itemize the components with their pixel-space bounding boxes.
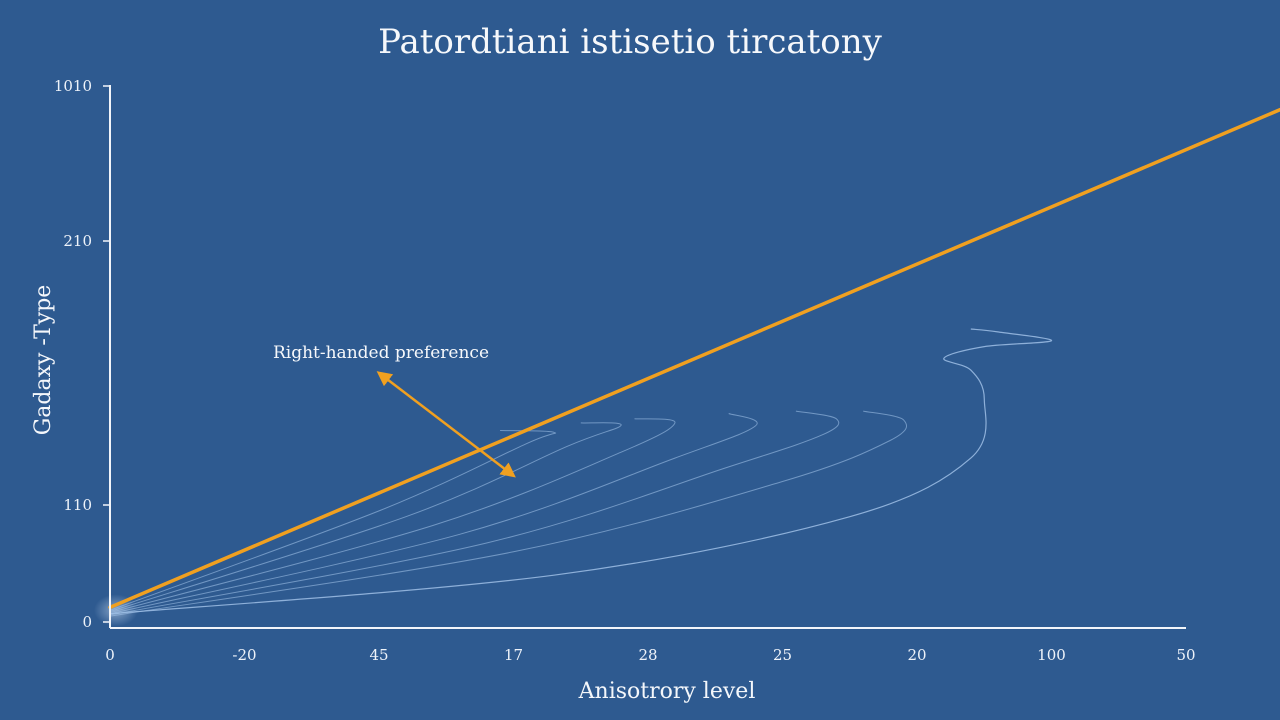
x-tick-label: 17 <box>504 646 523 664</box>
x-tick-label: 100 <box>1037 646 1066 664</box>
y-tick-label: 0 <box>82 613 92 631</box>
contour-layer <box>94 328 1053 627</box>
x-tick-label: 28 <box>638 646 657 664</box>
chart-title: Patordtiani istisetio tircatony <box>378 22 883 62</box>
annotation-arrow <box>376 371 516 478</box>
y-tick-label: 110 <box>63 496 92 514</box>
contour-line <box>109 418 676 614</box>
x-tick-label: 0 <box>105 646 115 664</box>
y-tick-label: 210 <box>63 232 92 250</box>
contour-line <box>109 410 840 616</box>
x-tick-label: 20 <box>907 646 926 664</box>
y-axis-title: Gadaxy -Type <box>31 285 56 436</box>
trend-line-layer <box>108 107 1280 610</box>
annotation-layer: Right-handed preference <box>273 343 516 478</box>
contour-line <box>109 328 1053 615</box>
trend-line <box>108 107 1280 610</box>
contour-line <box>109 413 758 615</box>
contour-line <box>109 422 622 612</box>
contour-line <box>109 410 908 617</box>
x-tick-label: -20 <box>232 646 256 664</box>
x-tick-label: 50 <box>1176 646 1195 664</box>
x-ticks: 0 -20 45 17 28 25 20 100 50 <box>105 646 1195 664</box>
contour-origin-glow <box>94 594 138 627</box>
y-ticks: 0 110 210 1010 <box>54 77 110 631</box>
x-axis-title: Anisotrory level <box>578 679 756 704</box>
x-tick-label: 45 <box>369 646 388 664</box>
x-tick-label: 25 <box>773 646 792 664</box>
y-tick-label: 1010 <box>54 77 92 95</box>
annotation-label: Right-handed preference <box>273 343 489 363</box>
